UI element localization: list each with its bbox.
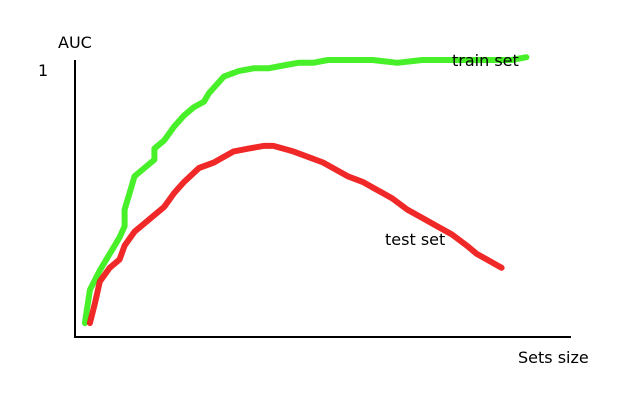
series-label-test: test set: [385, 230, 445, 249]
series-label-train: train set: [452, 51, 519, 70]
y-tick-label-1: 1: [38, 61, 48, 80]
series-layer: [81, 54, 530, 327]
train-set-line: [81, 54, 530, 327]
test-set-line: [86, 142, 505, 327]
y-axis-label: AUC: [58, 33, 92, 52]
x-axis-label: Sets size: [518, 348, 589, 367]
